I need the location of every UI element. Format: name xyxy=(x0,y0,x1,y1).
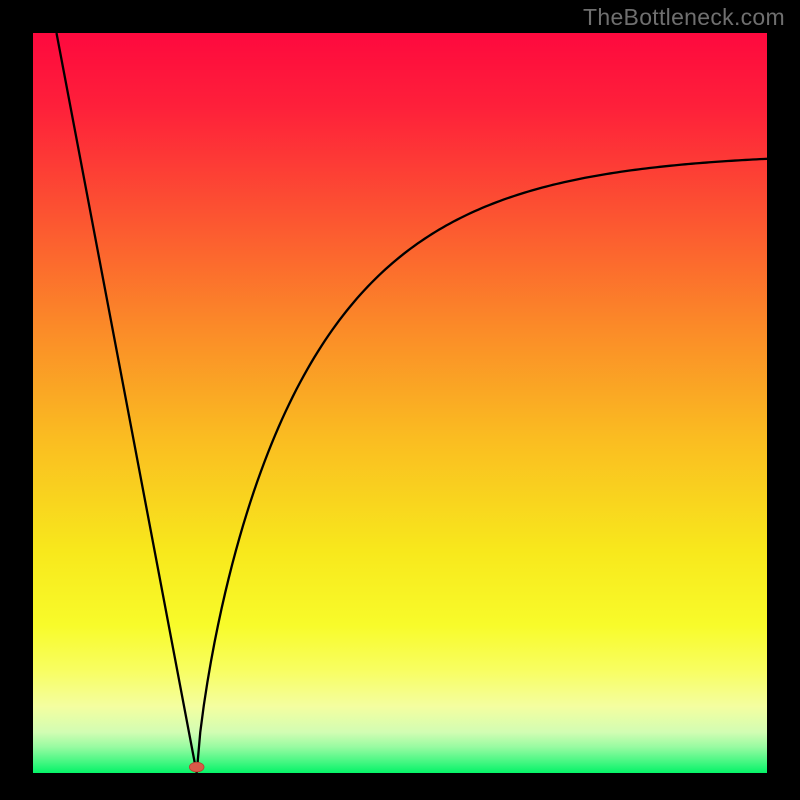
gradient-background xyxy=(33,33,767,773)
plot-area xyxy=(33,33,767,773)
minimum-marker xyxy=(189,762,204,772)
watermark-text: TheBottleneck.com xyxy=(583,4,785,31)
chart-container: TheBottleneck.com xyxy=(0,0,800,800)
plot-svg xyxy=(33,33,767,773)
